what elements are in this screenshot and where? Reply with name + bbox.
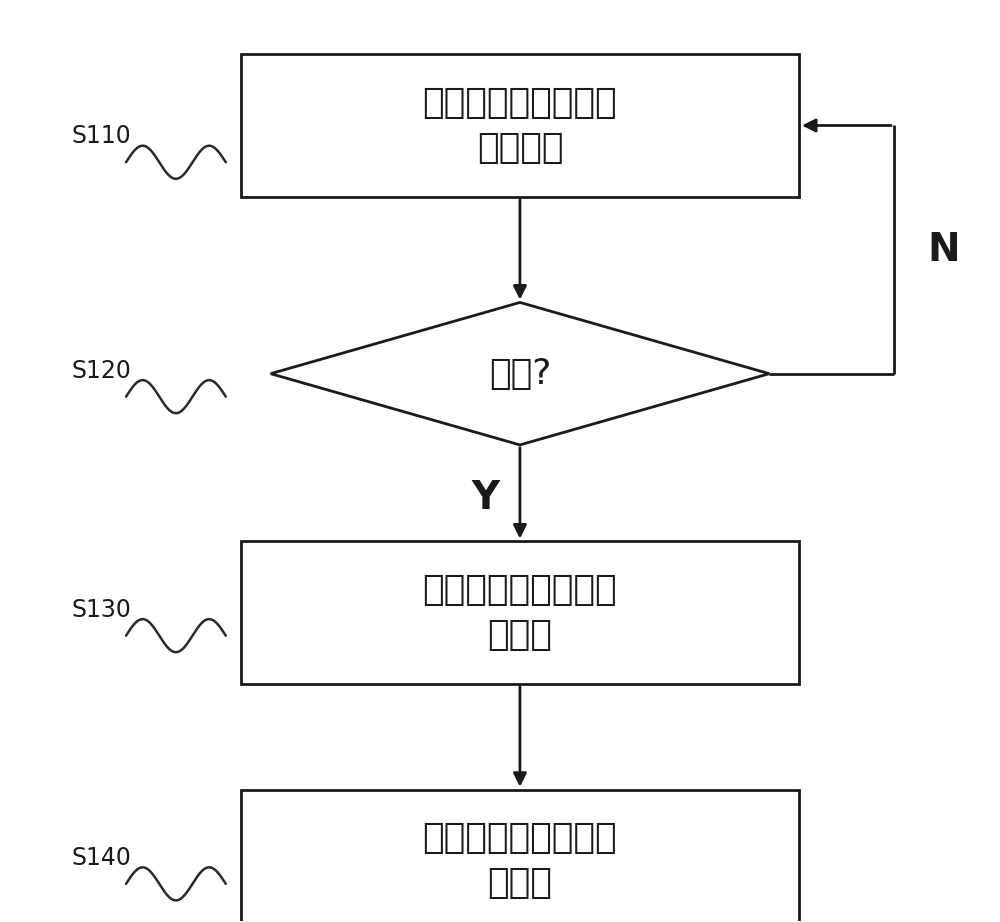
Text: S110: S110 [71, 124, 131, 148]
Polygon shape [271, 302, 769, 445]
FancyBboxPatch shape [241, 54, 799, 196]
Text: S130: S130 [71, 597, 131, 621]
Text: S120: S120 [71, 359, 131, 383]
Text: 以预测值代替传感器
采集值: 以预测值代替传感器 采集值 [423, 822, 617, 900]
Text: N: N [927, 230, 960, 268]
Text: S140: S140 [71, 846, 131, 870]
FancyBboxPatch shape [241, 789, 799, 922]
Text: Y: Y [471, 479, 499, 517]
Text: 获取大气压力传感器
故障状态: 获取大气压力传感器 故障状态 [423, 86, 617, 165]
Text: 运行大气压力解析冗
余算法: 运行大气压力解析冗 余算法 [423, 573, 617, 652]
Text: 故障?: 故障? [489, 357, 551, 391]
FancyBboxPatch shape [241, 541, 799, 684]
